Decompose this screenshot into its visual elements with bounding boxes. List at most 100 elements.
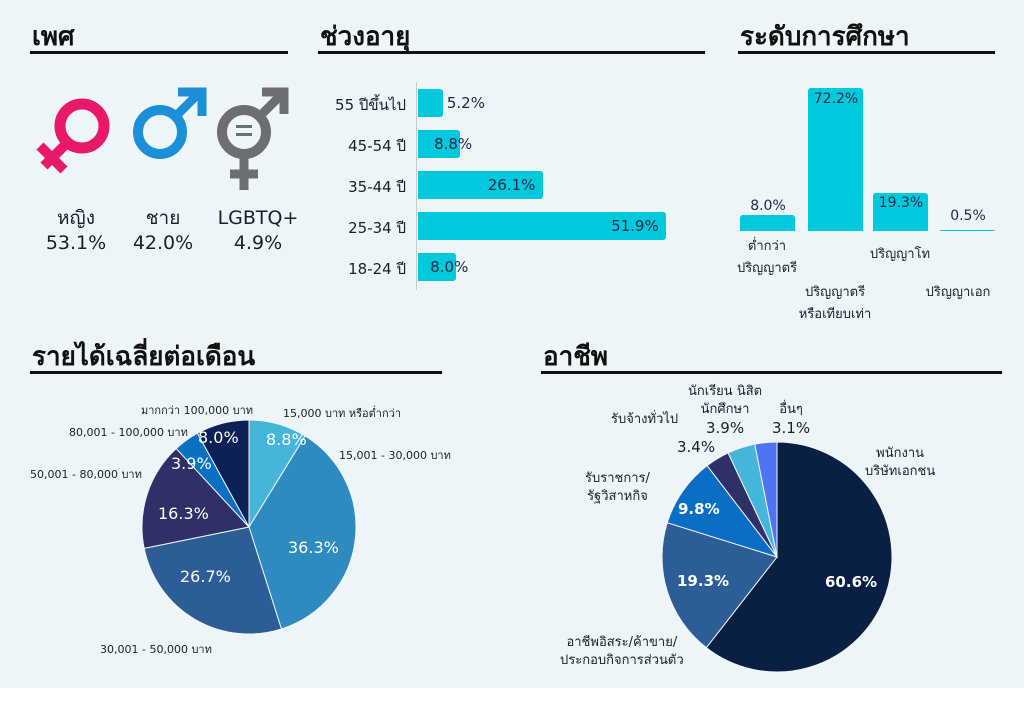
education-label: ปริญญาโท — [840, 244, 960, 266]
gender-label: หญิง — [57, 207, 95, 229]
income-label: 80,001 - 100,000 บาท — [69, 426, 188, 439]
occupation-slice — [705, 441, 893, 673]
label-line: รับราชการ/ — [585, 471, 650, 486]
age-category: 55 ปีขึ้นไป — [335, 96, 406, 114]
gender-label: ชาย — [145, 207, 181, 229]
age-title: ช่วงอายุ — [320, 22, 411, 52]
divider — [30, 371, 442, 374]
label-line: ปริญญาตรี — [736, 261, 798, 276]
income-label: มากกว่า 100,000 บาท — [141, 404, 253, 417]
income-slice — [143, 526, 283, 635]
education-label: ปริญญาตรีหรือเทียบเท่า — [775, 282, 895, 326]
label-line: อาชีพอิสระ/ค้าขาย/ — [566, 635, 678, 650]
age-category: 45-54 ปี — [348, 137, 406, 155]
occupation-label: อาชีพอิสระ/ค้าขาย/ประกอบกิจการส่วนตัว — [560, 634, 684, 670]
income-pie — [141, 419, 357, 635]
male-icon — [133, 87, 207, 159]
education-label: ปริญญาเอก — [898, 282, 1018, 304]
gender-lgbtq: LGBTQ+ 4.9% — [208, 206, 308, 256]
education-label: ต่ำกว่าปริญญาตรี — [707, 236, 827, 280]
income-value: 26.7% — [180, 567, 231, 586]
divider — [30, 51, 288, 54]
income-label: 15,000 บาท หรือต่ำกว่า — [283, 407, 401, 420]
age-value: 26.1% — [487, 176, 536, 194]
age-value: 5.2% — [446, 94, 485, 112]
gender-value: 4.9% — [233, 232, 283, 254]
label-line: ต่ำกว่า — [747, 239, 787, 254]
education-title: ระดับการศึกษา — [740, 22, 910, 52]
education-value: 19.3% — [878, 194, 924, 211]
occupation-title: อาชีพ — [543, 342, 608, 372]
occupation-value: 60.6% — [825, 573, 878, 591]
label-line: ปริญญาเอก — [925, 285, 991, 300]
income-label: 30,001 - 50,000 บาท — [100, 643, 212, 656]
label-line: ปริญญาตรี — [804, 285, 866, 300]
income-label: 50,001 - 80,000 บาท — [30, 468, 142, 481]
label-line: ประกอบกิจการส่วนตัว — [560, 653, 684, 668]
age-category: 18-24 ปี — [348, 260, 406, 278]
occupation-value: 3.1% — [772, 419, 811, 437]
age-value: 8.0% — [430, 258, 469, 276]
income-value: 36.3% — [288, 538, 339, 557]
education-bar — [740, 215, 795, 231]
female-icon — [36, 98, 110, 174]
occupation-slice — [661, 522, 778, 649]
income-title: รายได้เฉลี่ยต่อเดือน — [32, 342, 256, 372]
occupation-label: นักเรียน นิสิตนักศึกษา 3.9% — [688, 383, 762, 437]
occupation-label: พนักงานบริษัทเอกชน — [865, 445, 935, 481]
education-value: 72.2% — [813, 91, 859, 108]
income-value: 3.9% — [171, 454, 212, 473]
label-line: ปริญญาโท — [869, 247, 931, 262]
gender-value: 53.1% — [45, 232, 107, 254]
label-line: รับจ้างทั่วไป — [611, 412, 679, 427]
age-category: 25-34 ปี — [348, 219, 406, 237]
label-line: รัฐวิสาหกิจ — [587, 489, 648, 504]
income-label: 15,001 - 30,000 บาท — [339, 449, 451, 462]
label-line: นักเรียน นิสิต — [688, 384, 763, 399]
label-line: พนักงาน — [876, 446, 925, 461]
education-value: 0.5% — [950, 208, 986, 224]
age-bar — [418, 89, 443, 117]
age-category: 35-44 ปี — [348, 178, 406, 196]
age-bar — [418, 253, 457, 281]
gender-female: หญิง 53.1% — [26, 206, 126, 256]
age-value: 8.8% — [434, 135, 473, 153]
infographic: เพศ หญิง 53.1% ชาย 42.0% LGBTQ+ 4.9% ช่วงอา… — [0, 0, 1024, 688]
income-value: 8.8% — [266, 430, 307, 449]
education-bar — [873, 192, 928, 231]
occupation-label: รับจ้างทั่วไป — [611, 411, 678, 429]
age-bar — [418, 171, 543, 199]
label-line: อื่นๆ — [779, 402, 803, 417]
occupation-value: 3.9% — [705, 419, 745, 437]
divider — [541, 371, 1002, 374]
age-value: 51.9% — [611, 217, 659, 235]
occupation-value: 19.3% — [677, 572, 730, 590]
gender-value: 42.0% — [132, 232, 194, 254]
education-value: 8.0% — [750, 198, 786, 215]
label-line: บริษัทเอกชน — [865, 464, 936, 479]
income-slice — [196, 419, 250, 528]
income-value: 8.0% — [198, 428, 239, 447]
occupation-value: 3.4% — [677, 438, 716, 456]
age-bar — [418, 130, 461, 158]
income-slice — [248, 435, 357, 630]
label-line: หรือเทียบเท่า — [798, 307, 872, 322]
education-bar — [808, 88, 863, 231]
gender-male: ชาย 42.0% — [113, 206, 213, 256]
occupation-label: อื่นๆ 3.1% — [772, 401, 810, 437]
label-line: นักศึกษา — [700, 402, 750, 417]
income-slice — [141, 447, 250, 549]
age-bar — [418, 212, 667, 240]
occupation-pie — [661, 441, 893, 673]
occupation-slice — [754, 441, 778, 558]
gender-label: LGBTQ+ — [217, 207, 299, 229]
gender-title: เพศ — [32, 22, 75, 52]
lgbtq-icon — [217, 87, 289, 190]
divider — [318, 51, 705, 54]
education-bar — [940, 230, 995, 231]
divider — [738, 51, 995, 54]
occupation-value: 9.8% — [678, 500, 720, 518]
income-value: 16.3% — [158, 504, 209, 523]
age-axis — [416, 82, 417, 290]
occupation-label: รับราชการ/รัฐวิสาหกิจ — [585, 470, 650, 506]
